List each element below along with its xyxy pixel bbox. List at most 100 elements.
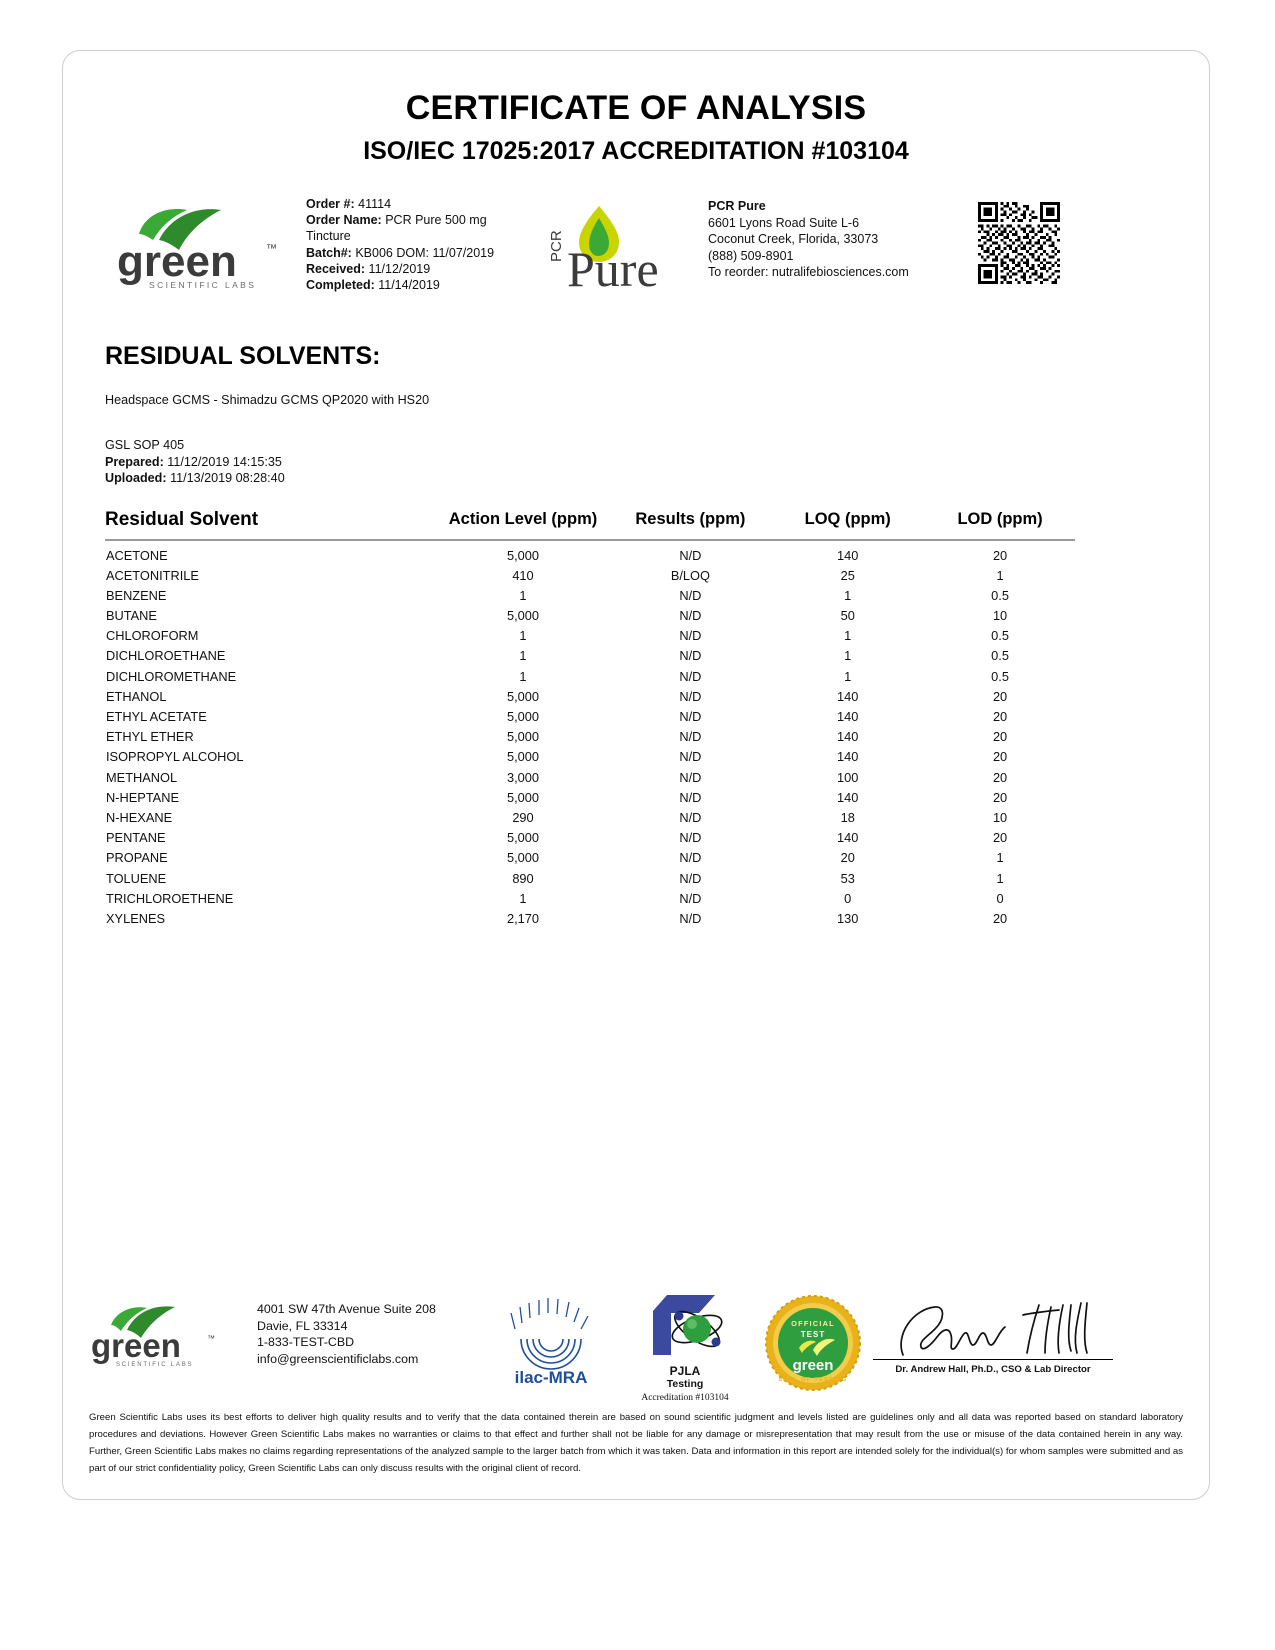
cell-loq: 140 bbox=[837, 547, 859, 563]
ilac-mra-text: ilac-MRA bbox=[515, 1368, 588, 1387]
table-row: DICHLOROETHANE 1 N/D 1 0.5 bbox=[105, 646, 1075, 666]
cell-action-level: 5,000 bbox=[506, 547, 539, 563]
gsl-tagline: SCIENTIFIC LABS bbox=[149, 280, 256, 290]
prepared-line: Prepared: 11/12/2019 14:15:35 bbox=[105, 454, 1209, 471]
page-subtitle: ISO/IEC 17025:2017 ACCREDITATION #103104 bbox=[363, 137, 909, 165]
received-label: Received: bbox=[306, 261, 366, 276]
table-row: ACETONITRILE 410 B/LOQ 25 1 bbox=[105, 565, 1075, 585]
cell-results: N/D bbox=[679, 628, 702, 644]
cell-results: N/D bbox=[679, 729, 702, 745]
cell-action-level: 890 bbox=[512, 870, 534, 886]
table-head: Residual Solvent Action Level (ppm) Resu… bbox=[105, 508, 1075, 541]
cell-action-level: 290 bbox=[512, 809, 534, 825]
uploaded-line: Uploaded: 11/13/2019 08:28:40 bbox=[105, 470, 1209, 487]
cell-lod: 0.5 bbox=[991, 648, 1009, 664]
table-row: BUTANE 5,000 N/D 50 10 bbox=[105, 605, 1075, 625]
cell-results: N/D bbox=[679, 608, 702, 624]
footer-green-logo: green ™ SCIENTIFIC LABS bbox=[83, 1303, 233, 1369]
received-line: Received: 11/12/2019 bbox=[306, 261, 506, 277]
cell-loq: 1 bbox=[844, 648, 852, 664]
cell-results: N/D bbox=[679, 749, 702, 765]
cell-solvent-name: TOLUENE bbox=[106, 870, 167, 886]
pcr-pure-logo: PCR Pure bbox=[533, 200, 693, 297]
svg-text:™: ™ bbox=[266, 243, 277, 255]
seal-bottom-text: SEAL OF TESTING bbox=[778, 1377, 847, 1383]
green-scientific-labs-logo: green ™ SCIENTIFIC LABS bbox=[101, 200, 301, 292]
column-header-lod: LOD (ppm) bbox=[925, 508, 1075, 541]
client-address-line-1: 6601 Lyons Road Suite L-6 bbox=[708, 215, 860, 230]
column-header-solvent: Residual Solvent bbox=[105, 508, 436, 541]
table-row: ETHANOL 5,000 N/D 140 20 bbox=[105, 686, 1075, 706]
disclaimer-text: Green Scientific Labs uses its best effo… bbox=[89, 1412, 1183, 1474]
cell-solvent-name: XYLENES bbox=[106, 910, 166, 926]
pjla-logo-block: PJLA Testing Accreditation #103104 bbox=[623, 1289, 747, 1403]
cell-loq: 25 bbox=[840, 567, 855, 583]
cell-results: N/D bbox=[679, 870, 702, 886]
seal-word: green bbox=[793, 1357, 834, 1374]
completed-line: Completed: 11/14/2019 bbox=[306, 277, 506, 293]
order-number-value: 41114 bbox=[358, 197, 392, 211]
cell-lod: 1 bbox=[996, 870, 1004, 886]
cell-results: N/D bbox=[679, 648, 702, 664]
cell-lod: 20 bbox=[992, 688, 1008, 704]
cell-solvent-name: ETHYL ETHER bbox=[106, 729, 194, 745]
cell-results: N/D bbox=[679, 789, 702, 805]
uploaded-value: 11/13/2019 08:28:40 bbox=[170, 471, 285, 485]
qr-code-icon[interactable] bbox=[978, 202, 1060, 284]
table-row: CHLOROFORM 1 N/D 1 0.5 bbox=[105, 626, 1075, 646]
cell-action-level: 1 bbox=[519, 890, 527, 906]
table-row: ISOPROPYL ALCOHOL 5,000 N/D 140 20 bbox=[105, 747, 1075, 767]
column-header-results: Results (ppm) bbox=[610, 508, 771, 541]
order-name-value: PCR Pure 500 mg Tincture bbox=[306, 213, 487, 244]
cell-loq: 140 bbox=[837, 709, 859, 724]
cell-loq: 1 bbox=[844, 628, 852, 644]
table-row: TOLUENE 890 N/D 53 1 bbox=[105, 868, 1075, 888]
cell-results: N/D bbox=[679, 910, 702, 926]
batch-value: KB006 DOM: 11/07/2019 bbox=[355, 245, 495, 260]
cell-lod: 20 bbox=[992, 749, 1008, 765]
order-number-label: Order #: bbox=[306, 197, 355, 211]
document-sheet: CERTIFICATE OF ANALYSIS ISO/IEC 17025:20… bbox=[62, 50, 1210, 1500]
results-table-wrap: Residual Solvent Action Level (ppm) Resu… bbox=[105, 508, 1167, 929]
cell-action-level: 2,170 bbox=[506, 910, 539, 926]
cell-lod: 20 bbox=[992, 769, 1008, 785]
seal-top-text: OFFICIAL bbox=[791, 1319, 835, 1328]
gsl-wordmark: green bbox=[117, 237, 237, 286]
pcr-pure-logo-svg: PCR Pure bbox=[548, 206, 659, 297]
footer-top: green ™ SCIENTIFIC LABS 4001 SW 47th Ave… bbox=[63, 1285, 1209, 1403]
order-name-label: Order Name: bbox=[306, 213, 382, 228]
cell-results: B/LOQ bbox=[670, 567, 710, 583]
prepared-value: 11/12/2019 14:15:35 bbox=[167, 454, 282, 469]
table-header-row: Residual Solvent Action Level (ppm) Resu… bbox=[105, 508, 1075, 541]
cell-action-level: 1 bbox=[519, 668, 527, 684]
cell-action-level: 5,000 bbox=[506, 608, 539, 624]
pjla-name: PJLA bbox=[669, 1364, 701, 1378]
cell-lod: 0.5 bbox=[991, 628, 1009, 644]
cell-action-level: 1 bbox=[519, 587, 527, 603]
pjla-subtitle: Testing bbox=[666, 1378, 704, 1390]
cell-results: N/D bbox=[679, 890, 702, 906]
svg-text:SCIENTIFIC LABS: SCIENTIFIC LABS bbox=[116, 1362, 193, 1368]
cell-solvent-name: CHLOROFORM bbox=[106, 628, 199, 644]
cell-action-level: 5,000 bbox=[506, 789, 539, 805]
ilac-mra-logo: ilac-MRA bbox=[495, 1291, 607, 1389]
cell-solvent-name: N-HEXANE bbox=[106, 809, 173, 825]
client-reorder-link[interactable]: To reorder: nutralifebiosciences.com bbox=[708, 265, 909, 279]
cell-lod: 1 bbox=[996, 567, 1004, 583]
cell-action-level: 1 bbox=[519, 648, 527, 664]
page-title: CERTIFICATE OF ANALYSIS bbox=[405, 89, 867, 127]
table-row: PENTANE 5,000 N/D 140 20 bbox=[105, 828, 1075, 848]
cell-lod: 20 bbox=[992, 709, 1008, 724]
footer-address-line-1: 4001 SW 47th Avenue Suite 208 bbox=[257, 1302, 436, 1316]
cell-action-level: 3,000 bbox=[506, 769, 539, 785]
footer-email[interactable]: info@greenscientificlabs.com bbox=[257, 1351, 419, 1366]
table-row: ETHYL ACETATE 5,000 N/D 140 20 bbox=[105, 706, 1075, 726]
completed-value: 11/14/2019 bbox=[378, 278, 440, 293]
cell-results: N/D bbox=[679, 769, 702, 785]
table-row: ACETONE 5,000 N/D 140 20 bbox=[105, 540, 1075, 566]
cell-action-level: 5,000 bbox=[506, 729, 539, 745]
cell-loq: 1 bbox=[844, 668, 852, 684]
pcr-prefix: PCR bbox=[548, 230, 565, 262]
cell-solvent-name: DICHLOROMETHANE bbox=[106, 668, 237, 684]
